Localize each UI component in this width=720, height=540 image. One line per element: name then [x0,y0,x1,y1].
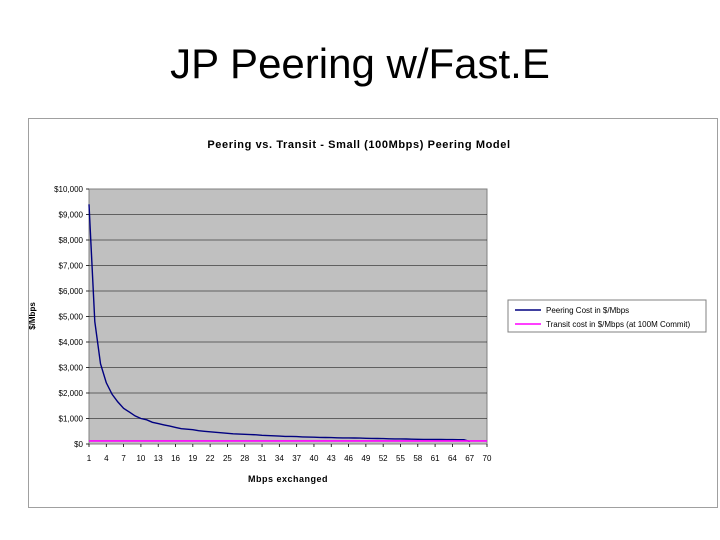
y-axis-label: $/Mbps [29,302,37,330]
series-group [88,204,487,443]
x-tick-label: 28 [240,454,249,463]
y-tick-label: $10,000 [54,185,83,194]
y-tick-label: $8,000 [59,236,84,245]
legend-box [507,299,707,333]
series-line-1 [88,204,470,443]
x-axis-label: Mbps exchanged [248,474,328,484]
y-tick-label: $5,000 [59,313,84,322]
x-tick-label: 1 [87,454,92,463]
legend-label-2: Transit cost in $/Mbps (at 100M Commit) [546,320,691,329]
y-tick-label: $3,000 [59,364,84,373]
x-tick-label: 67 [465,454,474,463]
x-tick-label: 31 [258,454,267,463]
x-tick-label: 64 [448,454,457,463]
x-tick-labels: 1 4 7 10 13 16 19 22 25 28 31 34 37 40 43 46 49 52 55 58 61 6… [87,444,492,463]
x-tick-label: 22 [206,454,215,463]
x-tick-label: 7 [121,454,126,463]
x-tick-label: 16 [171,454,180,463]
x-tick-label: 4 [104,454,109,463]
legend-label-1: Peering Cost in $/Mbps [546,306,629,315]
y-tick-label: $2,000 [59,389,84,398]
x-tick-label: 34 [275,454,284,463]
x-tick-label: 25 [223,454,232,463]
x-tick-label: 49 [361,454,370,463]
y-tick-label: $9,000 [59,211,84,220]
slide-title: JP Peering w/Fast.E [170,40,550,87]
x-tick-label: 70 [483,454,492,463]
x-tick-label: 40 [310,454,319,463]
chart-frame: Peering vs. Transit - Small (100Mbps) Pe… [28,118,718,508]
grid-lines [89,214,487,419]
x-tick-label: 58 [413,454,422,463]
chart-title: Peering vs. Transit - Small (100Mbps) Pe… [207,139,510,151]
x-tick-label: 52 [379,454,388,463]
y-tick-label: $7,000 [59,262,84,271]
x-tick-label: 43 [327,454,336,463]
x-tick-label: 46 [344,454,353,463]
x-tick-label: 37 [292,454,301,463]
y-tick-labels: $0 $1,000 $2,000 $3,000 $4,000 $5,000 $6,000 $7… [54,185,89,449]
x-tick-label: 61 [431,454,440,463]
x-tick-label: 13 [154,454,163,463]
chart-svg: Peering vs. Transit - Small (100Mbps) Pe… [29,139,707,484]
y-tick-label: $6,000 [59,287,84,296]
y-tick-label: $0 [74,440,83,449]
x-tick-label: 19 [188,454,197,463]
y-tick-label: $4,000 [59,338,84,347]
y-tick-label: $1,000 [59,415,84,424]
x-tick-label: 10 [136,454,145,463]
legend: Peering Cost in $/Mbps Transit cost in $/… [515,306,691,329]
x-tick-label: 55 [396,454,405,463]
